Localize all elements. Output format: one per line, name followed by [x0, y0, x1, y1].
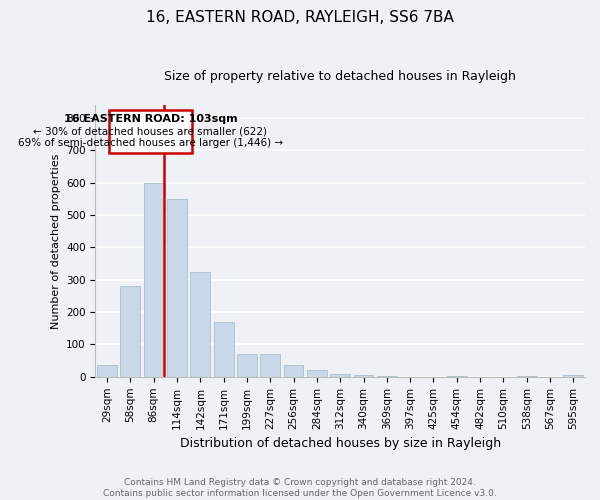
Bar [377, 376, 397, 377]
FancyBboxPatch shape [109, 110, 192, 152]
Title: Size of property relative to detached houses in Rayleigh: Size of property relative to detached ho… [164, 70, 516, 83]
Text: 69% of semi-detached houses are larger (1,446) →: 69% of semi-detached houses are larger (… [18, 138, 283, 148]
Bar [563, 375, 583, 377]
Bar [144, 182, 164, 377]
Bar [190, 272, 210, 377]
Text: 16 EASTERN ROAD: 103sqm: 16 EASTERN ROAD: 103sqm [64, 114, 237, 124]
Bar [214, 322, 233, 377]
Bar [260, 354, 280, 377]
Bar [330, 374, 350, 377]
Bar [167, 199, 187, 377]
Bar [121, 286, 140, 377]
Text: 16, EASTERN ROAD, RAYLEIGH, SS6 7BA: 16, EASTERN ROAD, RAYLEIGH, SS6 7BA [146, 10, 454, 25]
Bar [353, 375, 373, 377]
X-axis label: Distribution of detached houses by size in Rayleigh: Distribution of detached houses by size … [179, 437, 501, 450]
Y-axis label: Number of detached properties: Number of detached properties [50, 153, 61, 328]
Text: Contains HM Land Registry data © Crown copyright and database right 2024.
Contai: Contains HM Land Registry data © Crown c… [103, 478, 497, 498]
Bar [237, 354, 257, 377]
Text: ← 30% of detached houses are smaller (622): ← 30% of detached houses are smaller (62… [34, 126, 268, 136]
Bar [517, 376, 536, 377]
Bar [97, 366, 117, 377]
Bar [284, 364, 304, 377]
Bar [447, 376, 467, 377]
Bar [307, 370, 327, 377]
